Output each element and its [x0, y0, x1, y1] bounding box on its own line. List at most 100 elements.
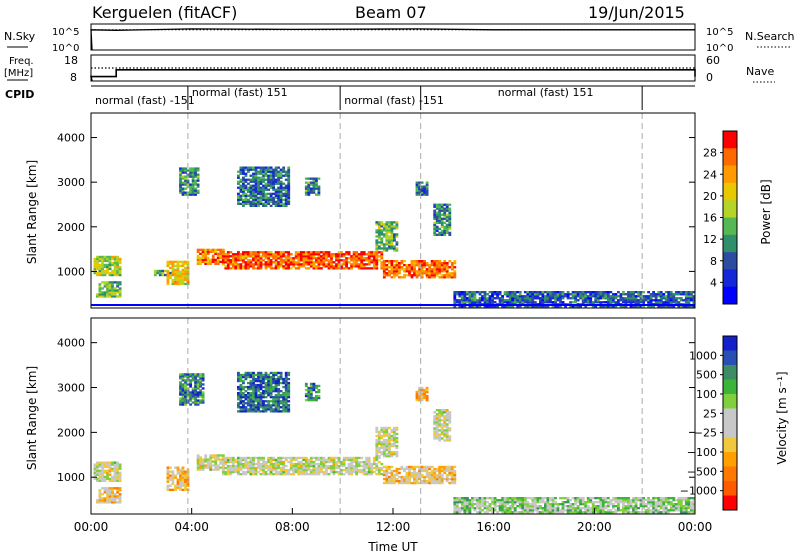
data-cell — [690, 497, 693, 500]
colorbar-tick-label: 8 — [710, 255, 717, 268]
data-cell — [453, 276, 457, 279]
data-cell — [513, 501, 517, 504]
data-cell — [304, 255, 308, 258]
data-cell — [551, 293, 555, 296]
data-cell — [395, 444, 399, 448]
data-cell — [325, 259, 328, 262]
data-cell — [483, 505, 487, 508]
data-cell — [196, 391, 200, 394]
data-cell — [403, 475, 406, 479]
data-cell — [106, 469, 109, 472]
data-cell — [380, 265, 384, 268]
data-cell — [242, 259, 245, 262]
data-cell — [257, 371, 260, 375]
data-cell — [259, 261, 263, 264]
data-cell — [511, 297, 515, 300]
data-cell — [609, 295, 613, 298]
data-cell — [365, 458, 369, 462]
data-cell — [483, 497, 487, 500]
data-cell — [93, 463, 97, 466]
data-cell — [634, 297, 638, 300]
data-cell — [272, 381, 276, 385]
data-cell — [252, 456, 255, 460]
data-cell — [350, 255, 354, 258]
data-cell — [627, 301, 630, 304]
data-cell — [654, 507, 658, 510]
data-cell — [259, 194, 263, 198]
data-cell — [380, 257, 384, 260]
data-cell — [488, 497, 492, 500]
data-cell — [468, 295, 472, 298]
data-cell — [199, 466, 203, 469]
data-cell — [438, 425, 442, 428]
data-cell — [438, 475, 442, 479]
data-cell — [219, 254, 223, 258]
data-cell — [385, 430, 389, 434]
data-cell — [428, 479, 432, 483]
data-cell — [254, 390, 258, 393]
data-cell — [408, 479, 411, 483]
data-cell — [320, 259, 323, 262]
data-cell — [279, 458, 283, 462]
data-cell — [385, 467, 389, 471]
data-cell — [433, 225, 437, 229]
data-cell — [269, 466, 273, 470]
data-cell — [206, 466, 210, 469]
data-cell — [337, 464, 341, 468]
data-cell — [576, 509, 580, 512]
data-cell — [652, 507, 656, 510]
data-cell — [435, 268, 439, 271]
data-cell — [395, 453, 399, 456]
data-cell — [380, 428, 384, 432]
data-cell — [196, 373, 200, 376]
data-cell — [425, 183, 429, 186]
data-cell — [639, 301, 643, 304]
data-cell — [181, 379, 185, 382]
data-cell — [561, 497, 565, 500]
data-cell — [214, 466, 218, 469]
data-cell — [264, 178, 268, 181]
data-cell — [242, 466, 245, 470]
data-cell — [111, 495, 114, 498]
data-cell — [360, 470, 364, 474]
data-cell — [463, 295, 467, 298]
data-cell — [269, 168, 273, 171]
data-cell — [443, 217, 447, 220]
data-cell — [388, 481, 391, 485]
data-cell — [209, 458, 213, 461]
data-cell — [315, 456, 318, 460]
data-cell — [194, 389, 198, 392]
data-cell — [521, 299, 525, 302]
data-cell — [267, 261, 271, 264]
data-cell — [244, 396, 248, 399]
data-cell — [468, 503, 472, 506]
data-cell — [93, 259, 97, 263]
data-cell — [269, 470, 273, 474]
data-cell — [667, 497, 671, 500]
data-cell — [98, 479, 102, 483]
data-cell — [428, 276, 432, 279]
data-cell — [362, 468, 366, 472]
data-cell — [252, 255, 255, 258]
data-cell — [302, 464, 306, 468]
data-cell — [649, 301, 653, 304]
data-cell — [191, 395, 195, 398]
data-cell — [176, 466, 180, 469]
data-cell — [377, 235, 381, 238]
data-cell — [433, 481, 437, 485]
data-cell — [322, 460, 326, 464]
data-cell — [370, 261, 374, 264]
data-cell — [506, 293, 510, 296]
data-cell — [403, 276, 406, 279]
data-cell — [571, 507, 575, 510]
data-cell — [259, 170, 263, 173]
data-cell — [375, 430, 379, 434]
data-cell — [98, 259, 102, 263]
data-cell — [657, 299, 661, 302]
data-cell — [584, 505, 588, 508]
data-cell — [506, 291, 510, 294]
data-cell — [413, 270, 416, 273]
data-cell — [382, 438, 386, 442]
data-cell — [274, 261, 278, 264]
